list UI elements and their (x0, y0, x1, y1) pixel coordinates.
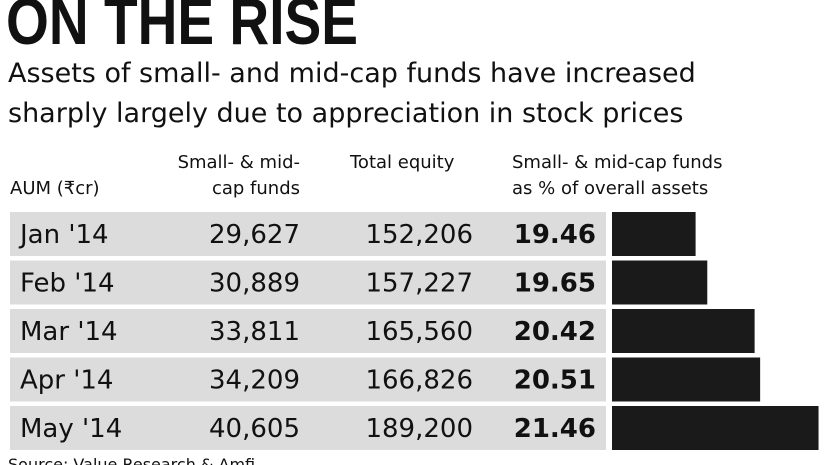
column-header: cap funds (212, 178, 300, 199)
value-label: 19.46 (514, 220, 596, 250)
cell: 40,605 (209, 414, 300, 444)
value-label: 20.51 (514, 366, 596, 396)
cell: 29,627 (209, 220, 300, 250)
row-background (10, 309, 606, 353)
row-label: Mar '14 (20, 317, 118, 347)
row-label: Apr '14 (20, 366, 113, 396)
bar (612, 212, 696, 256)
bar (612, 406, 819, 450)
row-label: Jan '14 (18, 220, 109, 250)
cell: 152,206 (365, 220, 473, 250)
column-header: Small- & mid-cap funds (512, 152, 722, 173)
subtitle: Assets of small- and mid-cap funds have … (8, 58, 696, 89)
cell: 30,889 (209, 269, 300, 299)
bar (612, 309, 755, 353)
title: ON THE RISE (6, 0, 358, 58)
cell: 157,227 (365, 269, 473, 299)
bar (612, 357, 761, 402)
cell: 189,200 (365, 414, 473, 444)
row-label: Feb '14 (20, 269, 115, 299)
row-background (10, 212, 606, 256)
subtitle: sharply largely due to appreciation in s… (8, 98, 683, 129)
row-label: May '14 (20, 414, 122, 444)
cell: 34,209 (209, 366, 300, 396)
value-label: 19.65 (514, 269, 596, 299)
bar (612, 260, 708, 305)
row-background (10, 357, 606, 402)
value-label: 20.42 (514, 317, 596, 347)
column-header: as % of overall assets (512, 178, 708, 199)
row-background (10, 260, 606, 305)
cell: 166,826 (365, 366, 473, 396)
row-background (10, 406, 606, 450)
value-label: 21.46 (514, 414, 596, 444)
column-header: AUM (₹cr) (10, 178, 100, 199)
cell: 33,811 (209, 317, 300, 347)
column-header: Small- & mid- (178, 152, 300, 173)
cell: 165,560 (365, 317, 473, 347)
source: Source: Value Research & Amfi (8, 455, 255, 465)
column-header: Total equity (349, 152, 455, 173)
